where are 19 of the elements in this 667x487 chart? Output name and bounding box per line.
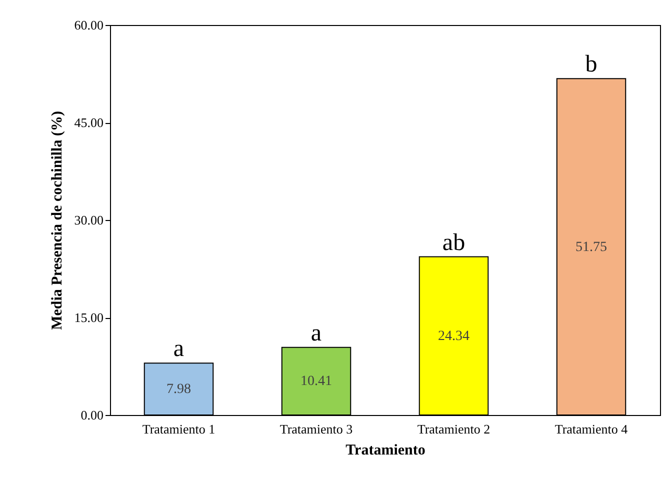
y-tick-label: 30.00 <box>74 212 104 228</box>
x-tick-label: Tratamiento 3 <box>280 422 353 436</box>
y-tick-label: 60.00 <box>74 18 104 32</box>
annotation: b <box>585 52 598 78</box>
y-tick-label: 45.00 <box>74 115 104 130</box>
x-tick-label: Tratamiento 1 <box>142 422 216 436</box>
annotation: a <box>310 320 322 346</box>
data-label: 24.34 <box>438 328 470 344</box>
y-axis-title: Media Presencia de cochinilla (%) <box>49 111 66 330</box>
data-label: 10.41 <box>300 374 332 390</box>
y-tick-label: 15.00 <box>74 310 104 325</box>
x-tick-label: Tratamiento 4 <box>554 422 628 436</box>
data-label: 7.98 <box>166 382 191 398</box>
annotation: ab <box>442 230 466 256</box>
y-tick-label: 0.00 <box>80 408 104 422</box>
x-axis-title: Tratamiento <box>346 442 426 458</box>
annotation: a <box>173 336 184 362</box>
data-label: 51.75 <box>576 240 607 255</box>
x-tick-label: Tratamiento 2 <box>417 422 490 436</box>
